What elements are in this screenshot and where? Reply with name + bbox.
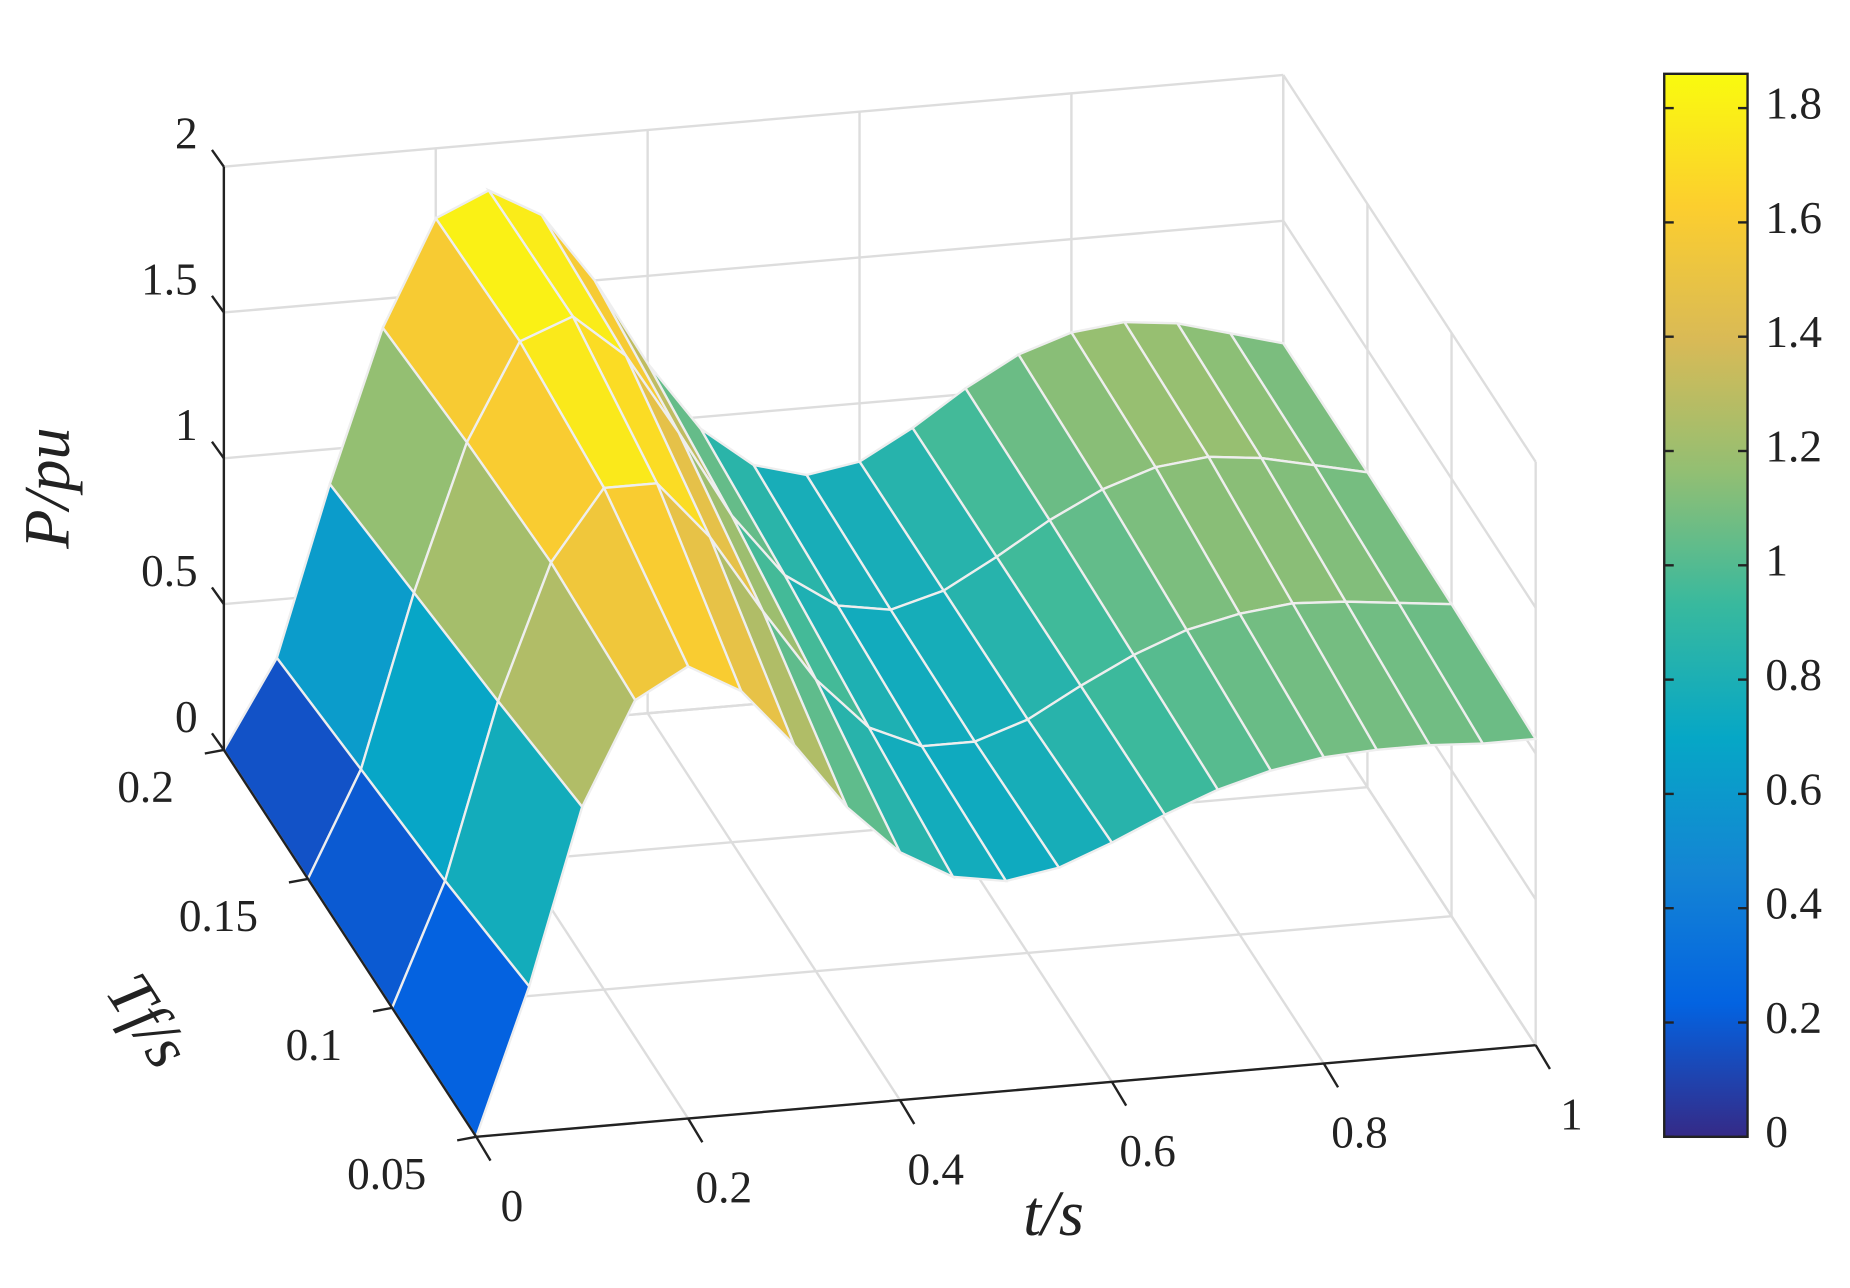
x-tick-label: 0.4 xyxy=(907,1144,964,1194)
z-tick xyxy=(210,732,225,751)
x-axis-label: t/s xyxy=(1023,1178,1084,1249)
x-tick xyxy=(1110,1081,1128,1107)
colorbar-tick-label: 0 xyxy=(1765,1107,1788,1157)
grid-line xyxy=(223,219,1284,314)
colorbar-tick-label: 0.2 xyxy=(1765,993,1822,1043)
colorbar-tick-label: 0.6 xyxy=(1765,764,1822,814)
grid-line xyxy=(392,915,1452,1010)
z-axis-label: P/pu xyxy=(11,427,82,549)
colorbar xyxy=(1663,72,1749,1139)
z-tick-label: 0.5 xyxy=(141,546,198,596)
y-axis xyxy=(222,749,478,1138)
z-tick-label: 2 xyxy=(175,108,198,158)
x-tick-label: 0.2 xyxy=(696,1163,753,1213)
y-tick xyxy=(372,1006,393,1013)
y-tick xyxy=(204,748,225,755)
y-tick-label: 0.2 xyxy=(117,762,174,812)
z-tick xyxy=(210,149,225,168)
colorbar-tick-label: 1 xyxy=(1765,536,1788,586)
x-axis xyxy=(476,1043,1536,1139)
y-tick-label: 0.15 xyxy=(179,891,258,941)
z-tick-label: 0 xyxy=(175,692,198,742)
z-tick-label: 1 xyxy=(175,400,198,450)
x-tick-label: 1 xyxy=(1560,1089,1583,1139)
grid-line xyxy=(646,712,901,1101)
grid-line xyxy=(1282,74,1537,463)
y-axis-label: Tf/s xyxy=(93,960,205,1080)
x-tick xyxy=(1322,1062,1340,1088)
x-tick xyxy=(1534,1044,1551,1070)
axes: 00.511.520 0.2 0.4 0.6 0.8 10.050.10.150.200.… xyxy=(117,72,1822,1231)
y-tick-label: 0.05 xyxy=(347,1149,426,1199)
x-tick-label: 0.8 xyxy=(1331,1108,1388,1158)
colorbar-tick-label: 1.2 xyxy=(1765,421,1822,471)
colorbar-tick-label: 0.8 xyxy=(1765,650,1822,700)
z-tick-label: 1.5 xyxy=(141,254,198,304)
x-tick xyxy=(898,1099,916,1125)
z-tick xyxy=(210,586,225,605)
y-tick-label: 0.1 xyxy=(286,1020,343,1070)
colorbar-tick-label: 1.8 xyxy=(1765,78,1822,128)
z-tick xyxy=(210,295,225,314)
colorbar-tick-label: 1.4 xyxy=(1765,307,1822,357)
x-tick xyxy=(687,1117,704,1143)
surface xyxy=(222,187,1538,1140)
x-tick-label: 0.6 xyxy=(1119,1126,1176,1176)
colorbar-tick-label: 0.4 xyxy=(1765,879,1822,929)
grid-line xyxy=(1282,220,1537,609)
x-tick xyxy=(475,1136,492,1162)
grid-line xyxy=(223,73,1284,168)
colorbar-tick-label: 1.6 xyxy=(1765,193,1822,243)
y-tick xyxy=(456,1135,477,1142)
y-tick xyxy=(288,877,309,884)
z-tick xyxy=(210,440,225,459)
x-tick-label: 0 xyxy=(501,1181,524,1231)
